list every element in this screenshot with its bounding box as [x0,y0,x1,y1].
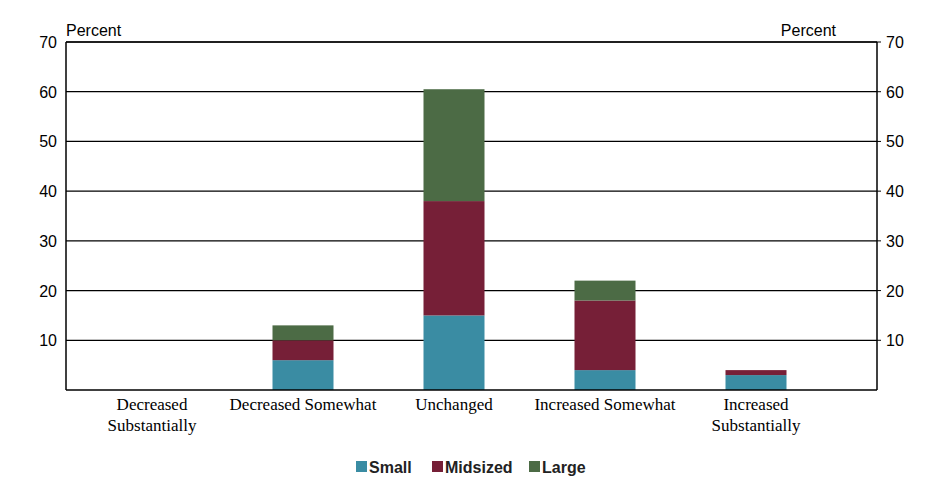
x-tick-label: Increased Somewhat [534,395,675,414]
y2-tick-label: 50 [886,133,904,150]
y2-tick-label: 60 [886,84,904,101]
legend-swatch [356,461,367,472]
y-tick-label: 20 [39,283,57,300]
x-tick-label-line: Unchanged [415,395,493,414]
bars [273,89,787,390]
bar-segment [424,201,485,315]
x-tick-label-line: Increased Somewhat [534,395,675,414]
chart: 10 20 30 40 50 60 70 10 20 30 40 50 60 70 Percent Perce… [0,0,925,501]
legend-swatch [529,461,540,472]
x-tick-label-line: Substantially [108,416,197,435]
left-axis [65,42,67,390]
bar-segment [575,370,636,390]
y-axis-label: Percent [66,22,122,39]
y2-tick-label: 10 [886,332,904,349]
top-frame [66,41,877,43]
x-tick-label: Decreased Somewhat [230,395,377,414]
y2-tick-label: 20 [886,283,904,300]
bar-segment [273,360,334,390]
y-tick-label: 50 [39,133,57,150]
y-tick-label: 60 [39,84,57,101]
legend-label: Midsized [445,459,513,476]
x-tick-label: Increased Substantially [712,395,801,435]
y2-tick-label: 70 [886,34,904,51]
right-axis [876,42,878,390]
legend-label: Small [369,459,412,476]
bar-segment [726,375,787,390]
bar-segment [424,315,485,390]
y2-tick-label: 40 [886,183,904,200]
x-tick-label: Decreased Substantially [108,395,197,435]
x-tick-label-line: Increased [723,395,789,414]
grid-line [66,41,877,42]
bar-segment [273,325,334,340]
legend: Small Midsized Large [356,459,586,476]
bar-segment [726,370,787,371]
bar-segment [575,301,636,371]
y2-tick-label: 30 [886,233,904,250]
x-axis [66,389,877,391]
y-tick-label: 40 [39,183,57,200]
x-tick-label: Unchanged [415,395,493,414]
x-tick-label-line: Decreased [117,395,188,414]
y-tick-label: 10 [39,332,57,349]
x-tick-label-line: Decreased Somewhat [230,395,377,414]
x-tick-label-line: Substantially [712,416,801,435]
bar-segment [424,89,485,201]
bar-segment [575,281,636,301]
bar-segment [273,340,334,360]
y-tick-label: 70 [39,34,57,51]
bar-segment [726,370,787,375]
y-tick-label: 30 [39,233,57,250]
legend-swatch [432,461,443,472]
y2-axis-label: Percent [781,22,837,39]
legend-label: Large [542,459,586,476]
